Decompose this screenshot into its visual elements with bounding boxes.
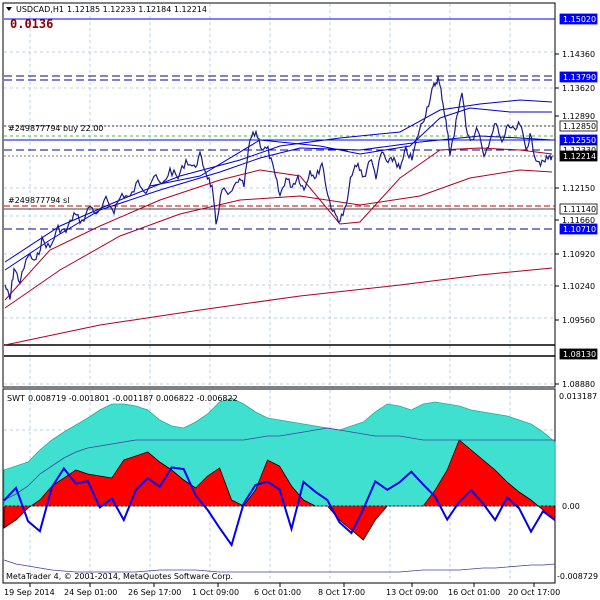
price-box-outline xyxy=(559,120,598,132)
moving-average-1 xyxy=(4,267,553,346)
indicator-values: 0.008719 -0.001801 -0.001187 0.006822 -0… xyxy=(28,394,238,403)
moving-averages xyxy=(4,99,553,346)
time-label: 13 Oct 09:00 xyxy=(386,588,438,597)
buy-order-label: #249877794 buy 22.00 xyxy=(8,124,103,133)
moving-average-5 xyxy=(4,99,553,263)
time-label: 6 Oct 01:00 xyxy=(254,588,301,597)
price-axis: 1.14360 1.13620 1.12890 1.12150 1.11660 1.109… xyxy=(555,50,595,389)
indicator-axis-bottom: -0.008729 xyxy=(557,572,598,581)
symbol-timeframe: USDCAD,H1 xyxy=(16,5,64,14)
price-box-label: 1.12550 xyxy=(563,136,596,145)
price-tick-label: 1.10920 xyxy=(562,250,595,259)
price-box-label: 1.13790 xyxy=(563,73,596,82)
price-axis-boxes: 1.15020 1.13790 1.12850 1.125501.123301.122… xyxy=(559,13,598,360)
indicator-axis-top: 0.013187 xyxy=(559,392,597,401)
horizontal-levels xyxy=(4,18,555,357)
time-label: 8 Oct 17:00 xyxy=(318,588,365,597)
price-box-label: 1.08130 xyxy=(563,350,596,359)
price-box-label: 1.10710 xyxy=(563,225,596,234)
copyright-text: MetaTrader 4, © 2001-2014, MetaQuotes So… xyxy=(6,572,233,581)
price-tick-label: 1.09560 xyxy=(562,316,595,325)
price-box-label: 1.11140 xyxy=(563,205,596,214)
time-label: 26 Sep 17:00 xyxy=(128,588,181,597)
price-box-blue xyxy=(559,13,598,25)
price-tick-label: 1.10240 xyxy=(562,282,595,291)
price-line xyxy=(4,76,553,300)
moving-average-2 xyxy=(4,169,553,309)
price-box-label: 1.12330 xyxy=(563,146,596,155)
swt-signal-line xyxy=(3,466,556,548)
price-tick-label: 1.12150 xyxy=(562,184,595,193)
price-tick-label: 1.08880 xyxy=(562,380,595,389)
time-label: 20 Oct 17:00 xyxy=(508,588,560,597)
sl-order-label: #249877794 sl xyxy=(8,196,69,205)
price-box-outline xyxy=(559,203,598,215)
time-label: 19 Sep 2014 xyxy=(4,588,55,597)
price-tick-label: 1.13620 xyxy=(562,84,595,93)
time-label: 16 Oct 01:00 xyxy=(448,588,500,597)
price-box-price xyxy=(559,150,598,162)
time-label: 24 Sep 01:00 xyxy=(64,588,117,597)
price-box-label: 1.12850 xyxy=(563,122,596,131)
indicator-name: SWT xyxy=(7,394,25,403)
moving-average-3 xyxy=(4,147,553,301)
triangle-down-icon[interactable] xyxy=(6,7,12,11)
price-box-label: 1.15020 xyxy=(563,15,596,24)
price-tick-label: 1.14360 xyxy=(562,50,595,59)
price-box-black xyxy=(559,348,598,360)
price-tick-label: 1.12890 xyxy=(562,112,595,121)
price-tick-label: 1.11660 xyxy=(562,216,595,225)
spread-value: 0.0136 xyxy=(10,17,53,31)
time-label: 1 Oct 09:00 xyxy=(192,588,239,597)
ohlc-values: 1.12185 1.12233 1.12184 1.12214 xyxy=(67,5,207,14)
indicator-axis-mid: 0.00 xyxy=(562,502,580,511)
moving-average-4 xyxy=(4,135,553,271)
swt-lower-line xyxy=(3,559,556,573)
main-panel-frame xyxy=(2,2,556,388)
price-box-label: 1.12214 xyxy=(563,152,596,161)
moving-average-6 xyxy=(149,107,552,187)
price-box-blue xyxy=(559,71,598,83)
price-box-blue xyxy=(559,223,598,235)
swt-upper-line xyxy=(3,427,555,501)
time-axis: 19 Sep 2014 24 Sep 01:00 26 Sep 17:00 1 Oct… xyxy=(4,583,560,597)
